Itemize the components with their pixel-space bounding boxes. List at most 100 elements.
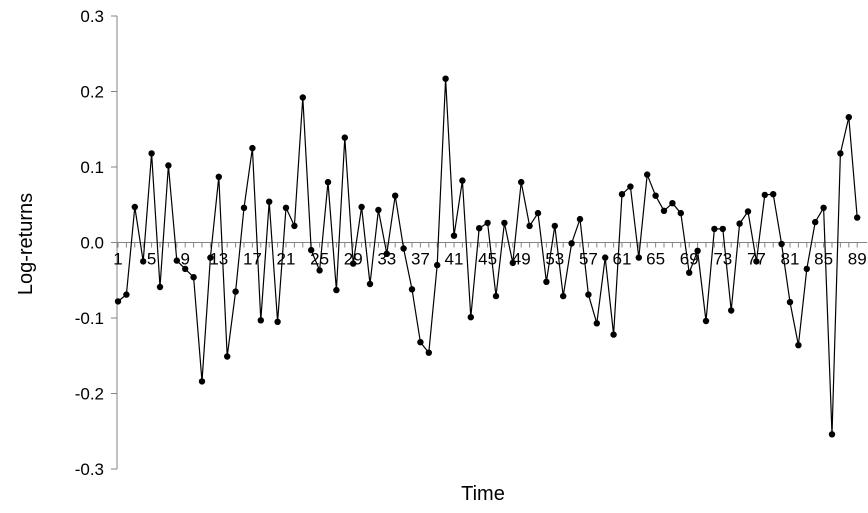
- x-tick-label: 61: [613, 250, 632, 269]
- x-tick-label: 33: [377, 250, 396, 269]
- x-tick-label: 65: [646, 250, 665, 269]
- y-tick-labels: -0.3 -0.2 -0.1 0.0 0.1 0.2 0.3: [75, 7, 104, 479]
- y-tick-label: -0.2: [75, 385, 104, 404]
- y-tick-label: -0.3: [75, 460, 104, 479]
- data-point: [299, 94, 306, 101]
- data-point: [308, 246, 315, 254]
- y-tick-label: 0.2: [80, 83, 104, 102]
- data-point: [156, 283, 164, 291]
- data-point: [803, 265, 810, 273]
- data-point: [761, 191, 768, 199]
- data-point: [644, 171, 651, 178]
- data-point: [501, 219, 508, 227]
- data-point: [324, 178, 332, 186]
- data-point: [450, 232, 458, 239]
- data-point: [711, 225, 718, 233]
- data-point: [812, 218, 819, 226]
- data-point: [400, 245, 407, 252]
- data-point: [518, 178, 525, 186]
- x-tick-label: 73: [713, 250, 732, 269]
- data-point: [291, 222, 298, 230]
- data-point: [627, 183, 634, 190]
- data-point: [753, 258, 760, 265]
- x-tick-label: 13: [209, 250, 228, 269]
- data-point: [123, 291, 130, 298]
- data-point: [585, 291, 592, 298]
- data-point: [333, 286, 340, 294]
- data-point: [694, 247, 701, 254]
- data-point: [182, 265, 189, 273]
- data-point: [820, 204, 827, 211]
- data-point: [341, 134, 348, 141]
- data-points: [114, 75, 861, 438]
- x-tick-labels: 1591317212529333741454953576165697377818…: [113, 250, 866, 269]
- x-tick-label: 9: [180, 250, 189, 269]
- data-point: [383, 250, 390, 257]
- x-tick-label: 69: [680, 250, 699, 269]
- data-point: [770, 191, 777, 198]
- x-tick-label: 37: [411, 250, 430, 269]
- x-tick-label: 53: [545, 250, 564, 269]
- y-tick-label: 0.3: [80, 7, 104, 26]
- data-point: [534, 209, 542, 217]
- data-point: [425, 349, 432, 356]
- data-point: [543, 278, 550, 285]
- data-point: [350, 260, 357, 267]
- data-point: [652, 192, 659, 199]
- data-point: [828, 431, 836, 438]
- x-tick-label: 25: [310, 250, 329, 269]
- data-point: [417, 339, 424, 346]
- data-point: [131, 203, 138, 211]
- data-point: [778, 240, 785, 248]
- y-tick-label: 0.1: [80, 158, 104, 177]
- data-point: [173, 257, 180, 264]
- data-point: [232, 288, 239, 295]
- data-point: [686, 269, 693, 276]
- x-tick-label: 85: [814, 250, 833, 269]
- x-tick-label: 5: [147, 250, 156, 269]
- y-tick-label: -0.1: [75, 309, 104, 328]
- data-point: [190, 274, 197, 281]
- x-tick-label: 1: [113, 250, 122, 269]
- data-point: [358, 203, 365, 211]
- data-point: [282, 204, 290, 211]
- data-point: [677, 209, 684, 217]
- data-point: [492, 292, 500, 300]
- x-tick-label: 45: [478, 250, 497, 269]
- data-point: [837, 150, 844, 157]
- x-axis-title: Time: [461, 483, 505, 505]
- data-point: [224, 353, 231, 360]
- data-point: [744, 208, 752, 215]
- data-point: [114, 298, 122, 305]
- data-point: [854, 214, 861, 221]
- data-point: [728, 307, 735, 314]
- data-point: [240, 204, 248, 211]
- data-point: [375, 206, 382, 214]
- data-point: [568, 240, 575, 247]
- data-point: [140, 258, 147, 265]
- y-tick-label: 0.0: [80, 234, 104, 253]
- data-point: [635, 254, 642, 261]
- data-point: [467, 314, 474, 321]
- x-tick-label: 57: [579, 250, 598, 269]
- x-tick-label: 81: [781, 250, 800, 269]
- data-point: [266, 198, 273, 205]
- data-point: [551, 222, 558, 230]
- data-point: [702, 317, 710, 325]
- data-point: [207, 254, 214, 261]
- data-point: [526, 222, 533, 230]
- data-point: [618, 191, 626, 198]
- data-point: [660, 207, 668, 214]
- data-point: [442, 75, 449, 82]
- x-tick-label: 21: [277, 250, 296, 269]
- data-point: [576, 215, 584, 223]
- data-point: [736, 220, 743, 227]
- data-point: [274, 318, 281, 325]
- data-point: [610, 331, 617, 338]
- data-point: [165, 162, 172, 169]
- data-point: [719, 225, 726, 233]
- data-point: [257, 317, 264, 324]
- data-point: [509, 259, 516, 267]
